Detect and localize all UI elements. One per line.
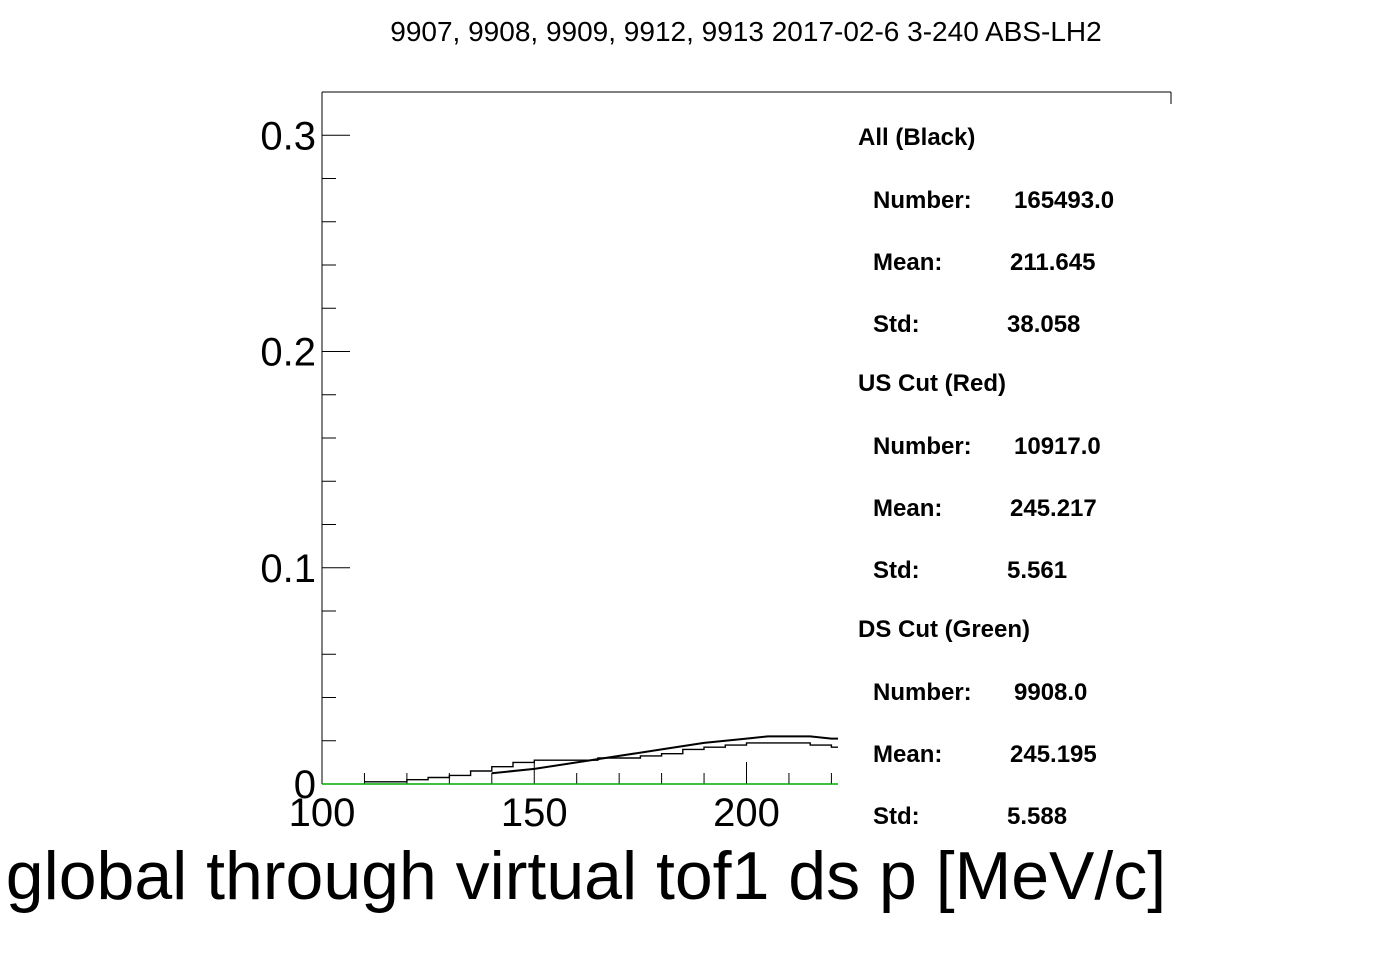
stats-row-label: Number: xyxy=(873,679,972,706)
y-tick-label: 0 xyxy=(294,763,316,807)
stats-row-value: 9908.0 xyxy=(1014,679,1087,706)
plot-frame xyxy=(322,91,1172,104)
stats-row-value: 165493.0 xyxy=(1014,187,1114,214)
stats-row-label: Number: xyxy=(873,187,972,214)
stats-row-value: 211.645 xyxy=(1010,249,1095,276)
stats-row-value: 245.195 xyxy=(1010,741,1097,768)
stats-row-value: 5.588 xyxy=(1007,803,1067,830)
stats-row-label: Std: xyxy=(873,311,920,338)
stats-group-title: DS Cut (Green) xyxy=(858,616,1030,643)
y-axis: 0 0.1 0.2 0.3 xyxy=(260,92,350,807)
x-tick-label: 200 xyxy=(713,791,780,835)
x-axis-label: global through virtual tof1 ds p [MeV/c] xyxy=(6,838,1166,914)
stats-row-label: Std: xyxy=(873,557,920,584)
stats-row-label: Std: xyxy=(873,803,920,830)
stats-box-background xyxy=(838,105,1170,845)
stats-panel: All (Black) Number: 165493.0 Mean: 211.645 St… xyxy=(858,124,1114,830)
series-0-line xyxy=(364,742,874,783)
stats-row-label: Mean: xyxy=(873,249,942,276)
series-layer xyxy=(322,735,874,785)
stats-row-value: 5.561 xyxy=(1007,557,1067,584)
stats-row-value: 10917.0 xyxy=(1014,433,1101,460)
x-tick-label: 100 xyxy=(289,791,356,835)
chart-title: 9907, 9908, 9909, 9912, 9913 2017-02-6 3… xyxy=(390,16,1101,47)
stats-group-title: US Cut (Red) xyxy=(858,370,1006,397)
stats-row-value: 245.217 xyxy=(1010,495,1097,522)
x-tick-label: 150 xyxy=(501,791,568,835)
stats-row-label: Mean: xyxy=(873,495,942,522)
stats-row-value: 38.058 xyxy=(1007,311,1080,338)
stats-row-label: Number: xyxy=(873,433,972,460)
y-tick-label: 0.1 xyxy=(260,547,316,591)
series-1-line xyxy=(491,735,853,775)
x-axis: 100 150 200 xyxy=(289,762,836,835)
y-tick-label: 0.3 xyxy=(260,114,316,158)
stats-group-title: All (Black) xyxy=(858,124,975,151)
y-tick-label: 0.2 xyxy=(260,331,316,375)
stats-row-label: Mean: xyxy=(873,741,942,768)
